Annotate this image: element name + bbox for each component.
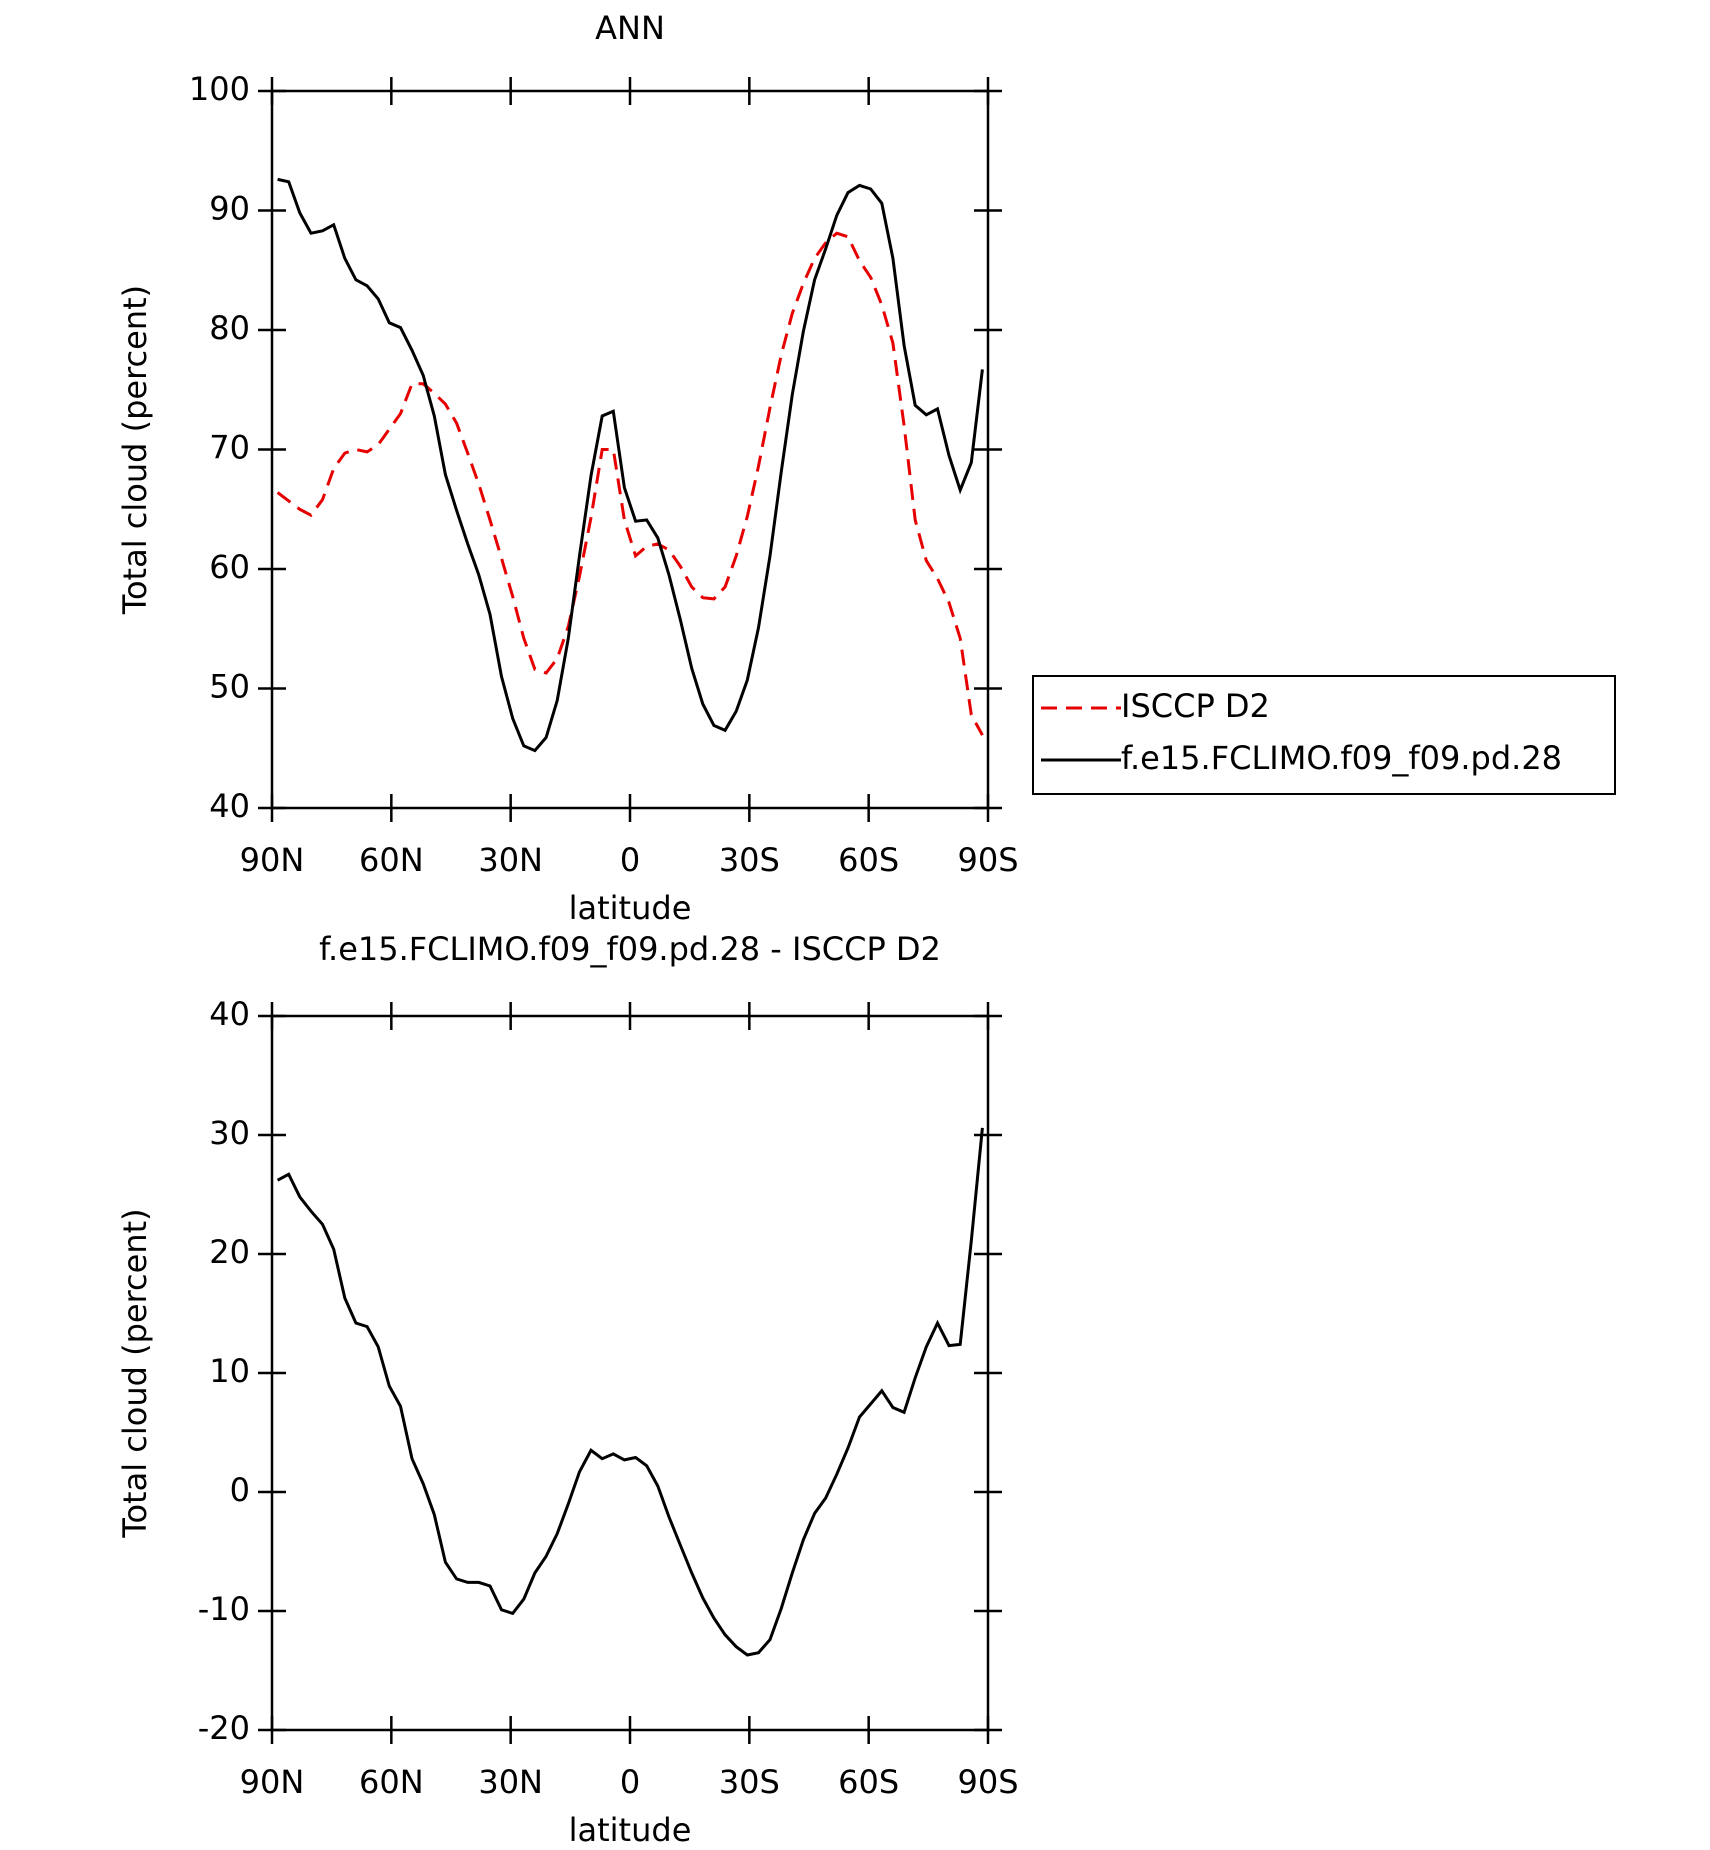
y-tick-label: 80 [209,309,250,347]
x-tick-label: 90S [957,1763,1018,1801]
plot-frame [270,1014,990,1732]
y-tick-label: 100 [189,70,250,108]
x-tick-label: 0 [620,1763,640,1801]
y-tick-label: 90 [209,190,250,228]
x-tick-label: 30N [478,1763,543,1801]
y-tick-label: 0 [230,1471,250,1509]
chart-title: ANN [595,9,665,47]
data-line [276,1127,984,1657]
y-tick-label: 20 [209,1233,250,1271]
x-tick-label: 30N [478,841,543,879]
x-tick-label: 90S [957,841,1018,879]
y-tick-label: 70 [209,429,250,467]
x-tick-label: 60N [359,841,424,879]
y-tick-label: 30 [209,1114,250,1152]
data-line [277,177,984,753]
y-axis-label: Total cloud (percent) [116,1208,154,1538]
x-tick-label: 0 [620,841,640,879]
y-tick-label: 10 [209,1352,250,1390]
y-tick-label: -10 [198,1590,250,1628]
y-axis-label: Total cloud (percent) [116,285,154,615]
plot-frame [270,89,990,810]
x-tick-label: 90N [240,1763,305,1801]
x-tick-label: 60N [359,1763,424,1801]
x-axis-label: latitude [569,1811,692,1849]
y-tick-label: 40 [209,787,250,825]
chart-title: f.e15.FCLIMO.f09_f09.pd.28 - ISCCP D2 [319,930,941,968]
y-tick-label: 50 [209,668,250,706]
x-tick-label: 60S [838,1763,899,1801]
x-tick-label: 30S [719,1763,780,1801]
x-axis-label: latitude [569,889,692,927]
y-tick-label: 40 [209,995,250,1033]
legend-label: f.e15.FCLIMO.f09_f09.pd.28 [1121,739,1562,777]
legend-box [1032,675,1616,795]
x-tick-label: 90N [240,841,305,879]
legend-label: ISCCP D2 [1121,687,1270,725]
x-tick-label: 60S [838,841,899,879]
data-line [276,231,984,736]
x-tick-label: 30S [719,841,780,879]
y-tick-label: 60 [209,548,250,586]
y-tick-label: -20 [198,1709,250,1747]
